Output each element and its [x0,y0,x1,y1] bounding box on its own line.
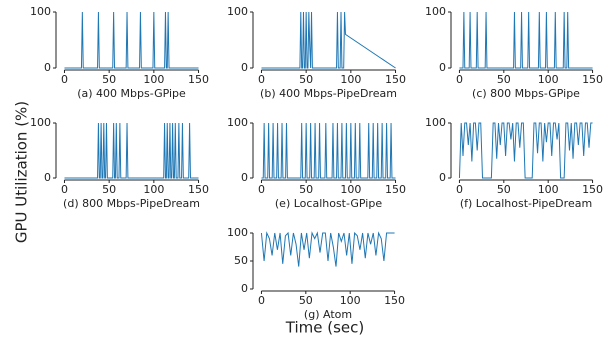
x-tick-label: 100 [340,73,361,86]
y-tick-label: 100 [227,5,248,18]
x-tick-label: 100 [143,73,164,86]
utilization-line [64,11,199,69]
x-tick-label: 150 [188,73,209,86]
x-tick-label: 50 [299,73,313,86]
utilization-line [64,122,199,179]
y-tick-label: 0 [439,171,446,184]
y-tick-label: 100 [227,226,248,239]
x-tick-label: 100 [340,294,361,307]
x-tick-label: 0 [61,183,68,196]
x-tick-label: 150 [385,183,406,196]
subplot-caption: (a) 400 Mbps-GPipe [77,87,186,100]
subplot-caption: (e) Localhost-GPipe [275,197,382,210]
subplot-caption: (c) 800 Mbps-GPipe [472,87,580,100]
x-tick-label: 50 [299,294,313,307]
x-tick-label: 50 [102,183,116,196]
x-tick-label: 0 [456,183,463,196]
y-tick-label: 0 [241,282,248,295]
x-tick-label: 0 [456,73,463,86]
y-tick-label: 100 [425,5,446,18]
y-tick-label: 0 [44,61,51,74]
x-tick-label: 150 [385,73,406,86]
x-tick-label: 50 [497,73,511,86]
subplot-caption: (g) Atom [304,308,352,321]
y-tick-label: 100 [425,116,446,129]
x-tick-label: 0 [258,73,265,86]
y-tick-label: 0 [241,61,248,74]
x-tick-label: 150 [582,73,603,86]
x-tick-label: 50 [497,183,511,196]
x-tick-label: 100 [340,183,361,196]
y-tick-label: 0 [241,171,248,184]
subplot-caption: (d) 800 Mbps-PipeDream [63,197,200,210]
x-tick-label: 50 [299,183,313,196]
y-tick-label: 50 [234,254,248,267]
x-tick-label: 100 [143,183,164,196]
x-tick-label: 100 [538,183,559,196]
utilization-line [261,122,396,179]
y-tick-label: 0 [439,61,446,74]
x-tick-label: 150 [582,183,603,196]
x-tick-label: 0 [258,294,265,307]
subplot-caption: (b) 400 Mbps-PipeDream [260,87,397,100]
utilization-line [459,11,593,69]
x-tick-label: 0 [61,73,68,86]
x-tick-label: 100 [538,73,559,86]
y-tick-label: 100 [30,5,51,18]
subplot-caption: (f) Localhost-PipeDream [460,197,592,210]
y-axis-label: GPU Utilization (%) [13,101,31,243]
x-tick-label: 150 [188,183,209,196]
x-tick-label: 150 [384,294,405,307]
y-tick-label: 0 [44,171,51,184]
utilization-line [261,11,396,69]
x-tick-label: 50 [102,73,116,86]
y-tick-label: 100 [30,116,51,129]
utilization-line [458,122,593,179]
x-tick-label: 0 [258,183,265,196]
y-tick-label: 100 [227,116,248,129]
utilization-line [260,231,395,267]
x-axis-label: Time (sec) [285,319,364,337]
